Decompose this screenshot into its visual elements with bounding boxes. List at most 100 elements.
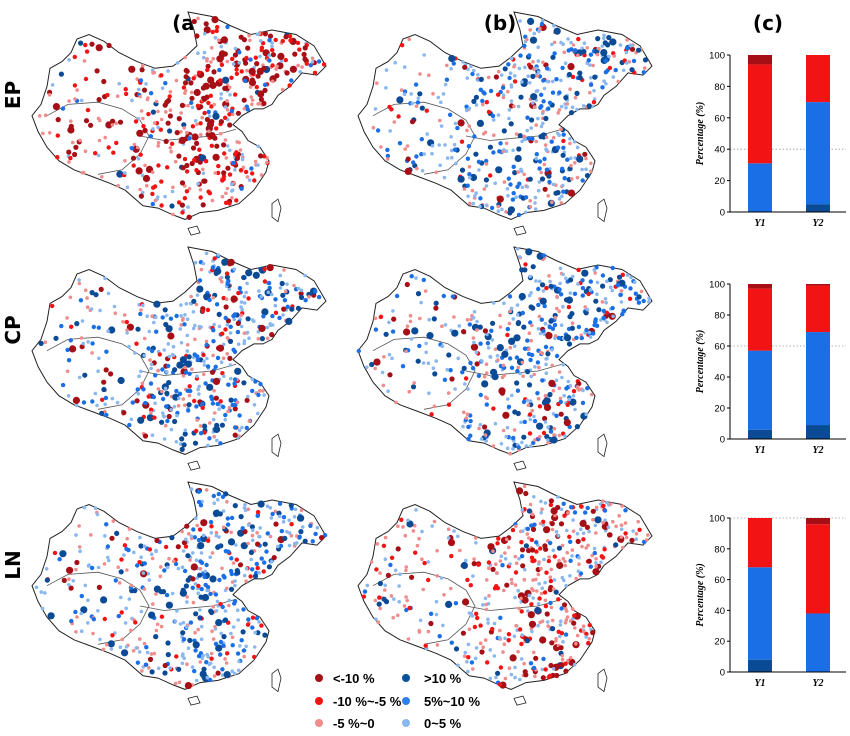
station-point <box>607 54 611 59</box>
station-point <box>620 312 625 317</box>
station-point <box>625 46 630 51</box>
station-point <box>528 444 533 449</box>
station-point <box>172 559 176 564</box>
station-point <box>204 488 209 492</box>
station-point <box>509 577 514 582</box>
station-point <box>234 198 239 203</box>
station-point <box>198 195 203 200</box>
station-point <box>72 396 80 404</box>
station-point <box>242 506 247 510</box>
station-point <box>577 555 581 560</box>
station-point <box>376 601 382 607</box>
station-point <box>529 36 538 44</box>
station-point <box>555 306 559 311</box>
station-point <box>243 169 249 175</box>
station-point <box>100 397 105 402</box>
station-point <box>138 311 143 317</box>
station-point <box>534 577 538 582</box>
station-point <box>509 306 514 311</box>
station-point <box>427 317 432 322</box>
station-point <box>414 154 419 159</box>
y-tick-label: 0 <box>720 435 725 446</box>
station-point <box>624 535 629 540</box>
station-point <box>467 627 472 631</box>
station-point <box>47 612 55 620</box>
station-point <box>288 502 294 508</box>
station-point <box>550 507 558 515</box>
station-point <box>242 341 246 346</box>
legend-label-5-10: 5%~10 % <box>424 694 480 709</box>
station-point <box>473 94 479 100</box>
station-point <box>254 61 260 67</box>
station-point <box>146 414 154 422</box>
station-point <box>176 404 181 408</box>
station-point <box>503 676 508 681</box>
station-point <box>247 33 251 38</box>
station-point <box>527 53 532 58</box>
station-point <box>488 88 494 94</box>
station-point <box>224 297 229 302</box>
station-point <box>499 554 504 558</box>
station-point <box>253 55 258 60</box>
station-point <box>266 264 274 272</box>
station-point <box>253 379 258 384</box>
station-point <box>573 161 577 165</box>
station-point <box>213 364 218 369</box>
station-point <box>477 168 481 172</box>
station-point <box>550 347 554 352</box>
station-point <box>446 391 451 395</box>
station-point <box>200 535 208 543</box>
station-point <box>561 132 566 137</box>
station-point <box>267 53 272 58</box>
station-point <box>75 403 79 408</box>
station-point <box>543 143 548 147</box>
station-point <box>182 196 188 201</box>
station-point <box>443 82 448 87</box>
station-point <box>182 80 189 86</box>
station-point <box>541 60 545 65</box>
station-point <box>219 44 224 49</box>
station-point <box>588 287 593 292</box>
station-point <box>535 589 539 593</box>
station-point <box>178 622 183 626</box>
station-point <box>572 291 578 296</box>
station-point <box>135 387 140 392</box>
station-point <box>461 365 467 371</box>
station-point <box>199 267 204 272</box>
station-point <box>527 347 531 351</box>
station-point <box>184 169 190 174</box>
station-point <box>225 336 230 340</box>
station-point <box>580 285 586 291</box>
station-point <box>508 451 512 456</box>
station-point <box>533 201 537 205</box>
station-point <box>491 406 496 411</box>
station-point <box>220 36 228 44</box>
station-point <box>474 361 480 367</box>
station-point <box>83 149 88 153</box>
station-point <box>215 170 221 176</box>
station-point <box>67 160 71 164</box>
station-point <box>222 85 228 91</box>
station-point <box>225 186 230 191</box>
y-tick-label: 0 <box>720 668 725 679</box>
x-tick-label: Y2 <box>812 445 823 456</box>
station-point <box>231 62 236 66</box>
station-point <box>433 300 439 306</box>
station-point <box>297 514 305 522</box>
station-point <box>567 397 572 402</box>
station-point <box>490 566 496 573</box>
station-point <box>194 404 199 409</box>
station-point <box>195 357 200 363</box>
station-point <box>203 26 211 34</box>
station-point <box>213 171 218 175</box>
station-point <box>191 600 196 605</box>
station-point <box>481 380 489 388</box>
station-point <box>90 399 95 404</box>
station-point <box>457 175 465 183</box>
station-point <box>207 436 212 441</box>
station-point <box>165 652 171 658</box>
station-point <box>485 332 489 337</box>
station-point <box>216 253 220 257</box>
station-point <box>605 279 609 284</box>
island-outline <box>187 460 201 471</box>
